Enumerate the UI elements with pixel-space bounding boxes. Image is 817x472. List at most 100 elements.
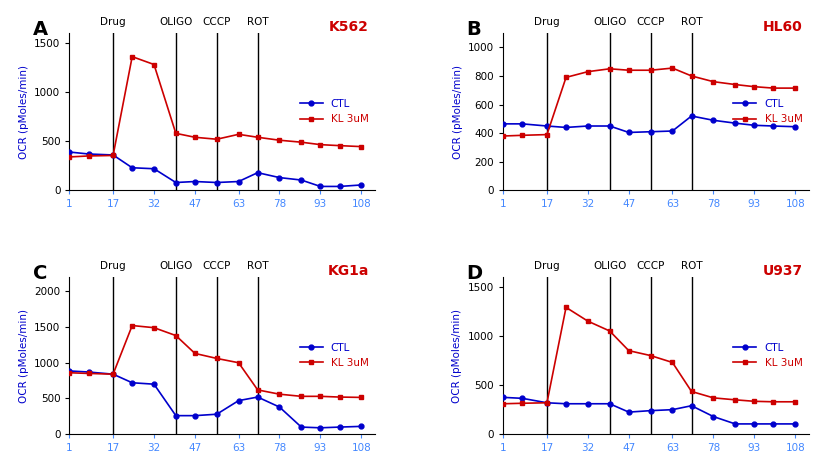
Text: CCCP: CCCP	[636, 17, 665, 27]
CTL	[275, 404, 284, 410]
KL 3uM	[790, 399, 800, 405]
CTL	[171, 413, 181, 419]
Line: CTL: CTL	[501, 395, 797, 426]
CTL	[624, 130, 634, 135]
KL 3uM	[708, 79, 718, 84]
CTL	[315, 184, 325, 189]
KL 3uM	[686, 388, 696, 394]
KL 3uM	[212, 136, 221, 142]
KL 3uM	[769, 399, 779, 405]
KL 3uM	[730, 82, 740, 87]
Text: OLIGO: OLIGO	[593, 17, 627, 27]
CTL	[150, 381, 159, 387]
Text: Drug: Drug	[100, 17, 126, 27]
KL 3uM	[542, 132, 551, 137]
KL 3uM	[108, 152, 118, 158]
KL 3uM	[624, 348, 634, 354]
KL 3uM	[275, 391, 284, 397]
CTL	[297, 177, 306, 183]
KL 3uM	[790, 85, 800, 91]
CTL	[730, 120, 740, 126]
CTL	[708, 118, 718, 123]
CTL	[83, 369, 93, 375]
KL 3uM	[83, 153, 93, 159]
CTL	[686, 113, 696, 119]
KL 3uM	[212, 355, 221, 361]
KL 3uM	[252, 135, 262, 140]
KL 3uM	[127, 54, 137, 59]
CTL	[335, 424, 345, 430]
KL 3uM	[605, 328, 614, 334]
KL 3uM	[335, 394, 345, 400]
KL 3uM	[517, 400, 527, 406]
CTL	[645, 408, 655, 413]
KL 3uM	[769, 85, 779, 91]
CTL	[749, 122, 759, 128]
CTL	[517, 396, 527, 401]
CTL	[171, 180, 181, 185]
Text: ROT: ROT	[247, 261, 269, 270]
CTL	[252, 394, 262, 400]
KL 3uM	[150, 325, 159, 330]
CTL	[212, 412, 221, 417]
KL 3uM	[108, 371, 118, 377]
KL 3uM	[335, 143, 345, 149]
KL 3uM	[356, 144, 366, 150]
KL 3uM	[234, 132, 243, 137]
KL 3uM	[624, 67, 634, 73]
CTL	[498, 395, 508, 400]
CTL	[234, 179, 243, 185]
KL 3uM	[190, 351, 200, 356]
Text: OLIGO: OLIGO	[159, 17, 193, 27]
Text: D: D	[467, 264, 483, 283]
CTL	[83, 151, 93, 157]
CTL	[667, 128, 677, 134]
CTL	[297, 424, 306, 430]
KL 3uM	[275, 137, 284, 143]
KL 3uM	[65, 370, 74, 376]
CTL	[356, 182, 366, 188]
CTL	[150, 166, 159, 172]
Text: Drug: Drug	[100, 261, 126, 270]
KL 3uM	[517, 133, 527, 138]
Text: ROT: ROT	[681, 261, 703, 270]
KL 3uM	[297, 394, 306, 399]
CTL	[127, 165, 137, 170]
KL 3uM	[561, 304, 571, 310]
KL 3uM	[315, 142, 325, 147]
Line: KL 3uM: KL 3uM	[501, 66, 797, 138]
KL 3uM	[645, 353, 655, 358]
Text: CCCP: CCCP	[636, 261, 665, 270]
KL 3uM	[234, 360, 243, 365]
Text: Drug: Drug	[534, 17, 560, 27]
CTL	[127, 380, 137, 386]
KL 3uM	[708, 395, 718, 401]
CTL	[542, 123, 551, 129]
Legend: CTL, KL 3uM: CTL, KL 3uM	[296, 95, 373, 128]
KL 3uM	[190, 135, 200, 140]
CTL	[517, 121, 527, 126]
CTL	[190, 413, 200, 419]
CTL	[730, 421, 740, 427]
KL 3uM	[667, 65, 677, 71]
KL 3uM	[65, 154, 74, 160]
CTL	[645, 129, 655, 135]
KL 3uM	[171, 130, 181, 136]
CTL	[708, 413, 718, 420]
KL 3uM	[498, 133, 508, 139]
Text: U937: U937	[762, 264, 803, 278]
CTL	[542, 400, 551, 405]
CTL	[561, 125, 571, 130]
CTL	[498, 121, 508, 126]
CTL	[275, 175, 284, 180]
KL 3uM	[645, 67, 655, 73]
CTL	[667, 407, 677, 413]
Text: K562: K562	[329, 20, 368, 34]
Y-axis label: OCR (pMoles/min): OCR (pMoles/min)	[453, 309, 462, 403]
Text: B: B	[467, 20, 481, 40]
Line: CTL: CTL	[501, 114, 797, 135]
KL 3uM	[686, 73, 696, 79]
KL 3uM	[315, 394, 325, 399]
Text: CCCP: CCCP	[203, 17, 231, 27]
CTL	[65, 368, 74, 374]
